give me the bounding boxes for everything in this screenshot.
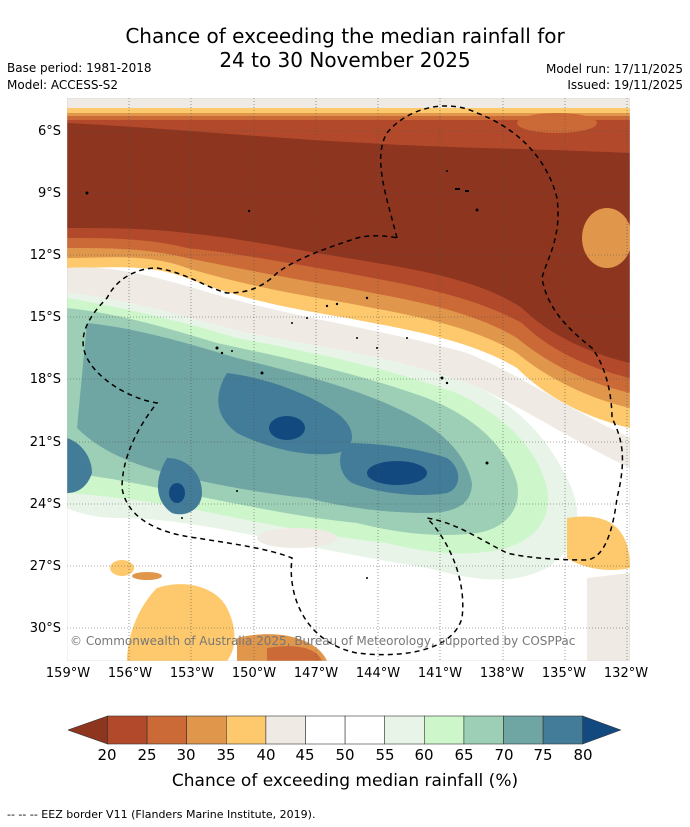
issued-label: Issued: 19/11/2025: [567, 78, 683, 92]
colorbar: [68, 715, 622, 745]
rainfall-map: [67, 98, 630, 661]
lat-tick-15s: 15°S: [29, 310, 61, 325]
colorbar-segment: [265, 715, 306, 745]
colorbar-tick-35: 35: [216, 746, 236, 764]
lon-tick-132w: 132°W: [603, 666, 649, 681]
lon-tick-147w: 147°W: [293, 666, 339, 681]
map-title-line1: Chance of exceeding the median rainfall …: [125, 24, 565, 48]
colorbar-tick-55: 55: [375, 746, 395, 764]
copyright-text: © Commonwealth of Australia 2025, Bureau…: [70, 634, 576, 648]
lon-tick-141w: 141°W: [417, 666, 463, 681]
colorbar-segment: [542, 715, 584, 745]
colorbar-tick-45: 45: [295, 746, 315, 764]
lon-tick-138w: 138°W: [479, 666, 525, 681]
colorbar-segment: [423, 715, 465, 745]
colorbar-tick-40: 40: [256, 746, 276, 764]
colorbar-segment: [384, 715, 425, 745]
colorbar-tick-75: 75: [533, 746, 553, 764]
eez-legend-footer: -- -- -- EEZ border V11 (Flanders Marine…: [7, 808, 316, 821]
lat-tick-30s: 30°S: [29, 621, 61, 636]
colorbar-segment: [463, 715, 504, 745]
lon-tick-156w: 156°W: [107, 666, 153, 681]
colorbar-tick-50: 50: [335, 746, 355, 764]
lat-tick-21s: 21°S: [29, 435, 61, 450]
lon-tick-144w: 144°W: [355, 666, 401, 681]
colorbar-label: Chance of exceeding median rainfall (%): [171, 771, 519, 791]
model-run-label: Model run: 17/11/2025: [545, 62, 683, 76]
colorbar-tick-60: 60: [414, 746, 434, 764]
colorbar-segment: [344, 715, 386, 745]
lon-tick-153w: 153°W: [169, 666, 215, 681]
colorbar-tick-20: 20: [97, 746, 117, 764]
colorbar-tick-70: 70: [494, 746, 514, 764]
lat-tick-6s: 6°S: [37, 124, 61, 139]
eez-border: [82, 105, 624, 656]
base-period-label: Base period: 1981-2018: [7, 61, 152, 75]
colorbar-tick-80: 80: [573, 746, 593, 764]
lat-tick-18s: 18°S: [29, 372, 61, 387]
colorbar-segment: [186, 715, 227, 745]
model-label: Model: ACCESS-S2: [7, 78, 119, 92]
colorbar-segment: [226, 715, 267, 745]
region-wet-80a: [218, 373, 352, 455]
colorbar-extend-high: [582, 715, 622, 745]
colorbar-segment: [305, 715, 346, 745]
lat-tick-27s: 27°S: [29, 559, 61, 574]
lat-tick-12s: 12°S: [29, 248, 61, 263]
lon-tick-150w: 150°W: [231, 666, 277, 681]
lat-tick-24s: 24°S: [29, 497, 61, 512]
colorbar-segment: [107, 715, 148, 745]
colorbar-segment: [146, 715, 187, 745]
region-dry-20: [67, 123, 630, 363]
colorbar-segment: [503, 715, 544, 745]
colorbar-tick-25: 25: [137, 746, 157, 764]
lat-tick-9s: 9°S: [37, 186, 61, 201]
colorbar-tick-30: 30: [176, 746, 196, 764]
lon-tick-135w: 135°W: [541, 666, 587, 681]
lon-tick-159w: 159°W: [45, 666, 91, 681]
region-wet-80d: [67, 438, 92, 493]
colorbar-tick-65: 65: [454, 746, 474, 764]
region-lower-40: [127, 584, 235, 661]
colorbar-extend-low: [68, 715, 108, 745]
map-title-line2: 24 to 30 November 2025: [219, 48, 471, 72]
